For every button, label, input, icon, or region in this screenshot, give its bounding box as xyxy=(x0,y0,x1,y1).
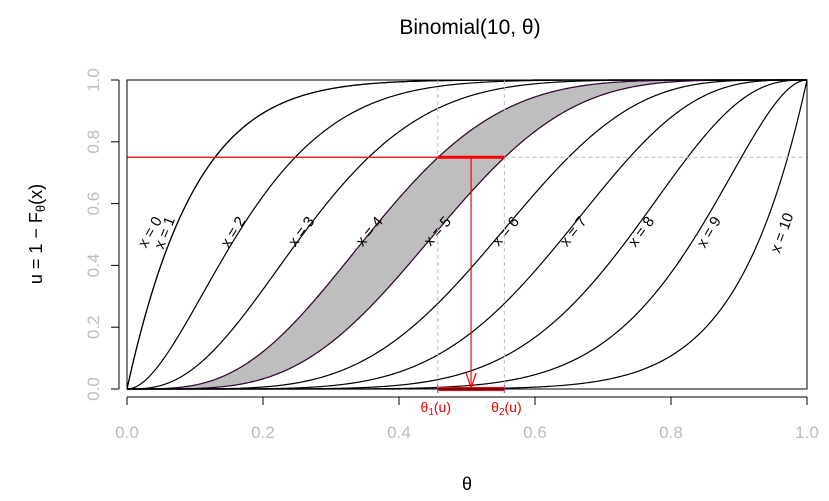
shaded-band xyxy=(127,80,807,389)
band-edge-x-5 xyxy=(127,79,807,390)
y-tick-label: 0.4 xyxy=(84,254,103,278)
curve-label-x-3: x = 3 xyxy=(285,214,318,251)
curve-label-x-9: x = 9 xyxy=(694,214,725,251)
y-axis-title-subscript: θ xyxy=(33,205,48,212)
x-tick-label: 0.2 xyxy=(251,423,275,442)
x-tick-label: 0.6 xyxy=(523,423,547,442)
theta1-label: θ1(u) xyxy=(421,399,451,418)
y-tick-label: 1.0 xyxy=(84,68,103,92)
x-axis: 0.0 0.2 0.4 0.6 0.8 1.0 xyxy=(115,396,819,442)
y-axis: 0.0 0.2 0.4 0.6 0.8 1.0 xyxy=(84,68,120,401)
y-axis-title: u = 1 − Fθ(x) xyxy=(26,184,48,284)
plot-frame xyxy=(126,79,808,390)
x-tick-label: 0.0 xyxy=(115,423,139,442)
y-axis-title-main: u = 1 − F xyxy=(26,212,46,284)
shaded-band-layer xyxy=(127,80,807,389)
theta2-label: θ2(u) xyxy=(491,399,521,418)
curve-label-x-10: x = 10 xyxy=(767,211,797,256)
x-tick-label: 1.0 xyxy=(795,423,819,442)
x-axis-title: θ xyxy=(462,474,472,494)
annotation-layer: θ1(u) θ2(u) xyxy=(127,80,807,418)
curve-label-x-7: x = 7 xyxy=(557,214,591,250)
curve-label-x-2: x = 2 xyxy=(217,214,249,251)
chart-title: Binomial(10, θ) xyxy=(399,16,540,39)
curve-x-6 xyxy=(127,79,807,390)
y-tick-label: 0.0 xyxy=(84,377,103,401)
x-tick-label: 0.8 xyxy=(659,423,683,442)
y-tick-label: 0.8 xyxy=(84,130,103,154)
y-tick-label: 0.2 xyxy=(84,315,103,339)
curve-label-x-8: x = 8 xyxy=(625,214,658,251)
x-tick-label: 0.4 xyxy=(387,423,411,442)
y-axis-title-suffix: (x) xyxy=(26,184,46,205)
y-tick-label: 0.6 xyxy=(84,192,103,216)
curve-label-x-6: x = 6 xyxy=(489,214,523,250)
